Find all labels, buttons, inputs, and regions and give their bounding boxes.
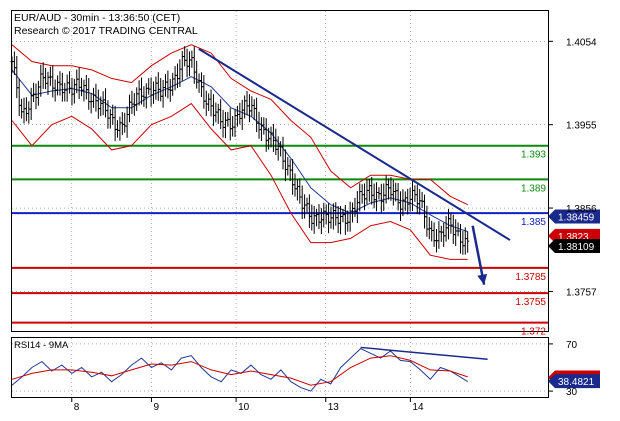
rsi-tick-label: 30 xyxy=(566,387,578,398)
x-tick-label: 10 xyxy=(238,402,250,413)
downtrend-line xyxy=(198,48,511,241)
rsi-panel-frame xyxy=(11,337,549,398)
price-tag-ask: 1.38459 xyxy=(548,209,600,224)
chart-title: EUR/AUD - 30min - 13:36:50 (CET) xyxy=(14,12,180,24)
price-tag-shape xyxy=(548,239,600,254)
x-tick-label: 14 xyxy=(412,402,424,413)
levels-layer: 1.393 1.389 1.385 1.3785 1.3755 1.372 xyxy=(12,144,548,338)
price-tag-label: 1.3823 xyxy=(558,232,589,243)
level-label-support: 1.372 xyxy=(521,327,546,338)
price-tag-label: 1.38459 xyxy=(558,213,595,224)
x-tick-label: 9 xyxy=(153,402,159,413)
level-label-support: 1.3755 xyxy=(515,297,546,308)
price-panel-frame xyxy=(11,10,549,332)
y-tick-label: 1.3955 xyxy=(566,121,597,132)
y-tick-label: 1.4054 xyxy=(566,37,597,48)
bollinger-lower-band xyxy=(11,102,468,260)
level-label-pivot: 1.385 xyxy=(521,217,546,228)
price-tag-shape xyxy=(548,209,600,224)
y-tick-label: 1.3856 xyxy=(566,204,597,215)
bands-layer xyxy=(11,44,468,260)
rsi-tag-blue: 38.4821 xyxy=(548,374,600,389)
bollinger-upper-band xyxy=(11,44,468,206)
rsi-layer xyxy=(11,343,548,392)
axes-layer: 8 9 10 13 14 1.4054 1.3955 1.3856 1.3757 70 30 xyxy=(71,37,597,413)
level-label-resistance: 1.393 xyxy=(521,150,546,161)
rsi-tick-label: 70 xyxy=(566,340,578,351)
x-tick-label: 8 xyxy=(74,402,80,413)
rsi-tag-shape xyxy=(548,374,600,389)
grid-layer xyxy=(12,11,548,397)
price-tag-label: 1.38109 xyxy=(558,242,595,253)
rsi-series-rsi xyxy=(11,348,468,392)
rsi-series-ma xyxy=(11,355,468,386)
rsi-trendline xyxy=(360,346,488,360)
forecast-arrowhead xyxy=(477,273,488,285)
rsi-title: RSI14 - 9MA xyxy=(14,340,69,351)
candles-layer xyxy=(10,46,470,255)
moving-average-line xyxy=(11,69,468,233)
level-label-resistance: 1.389 xyxy=(521,183,546,194)
price-tag-bid: 1.38109 xyxy=(548,239,600,254)
trend-layer xyxy=(198,48,511,285)
x-tick-label: 13 xyxy=(328,402,340,413)
chart-source: Research © 2017 TRADING CENTRAL xyxy=(14,25,198,37)
rsi-tag-label: 38.4821 xyxy=(558,377,595,388)
level-label-support: 1.3785 xyxy=(515,272,546,283)
y-tick-label: 1.3757 xyxy=(566,287,597,298)
